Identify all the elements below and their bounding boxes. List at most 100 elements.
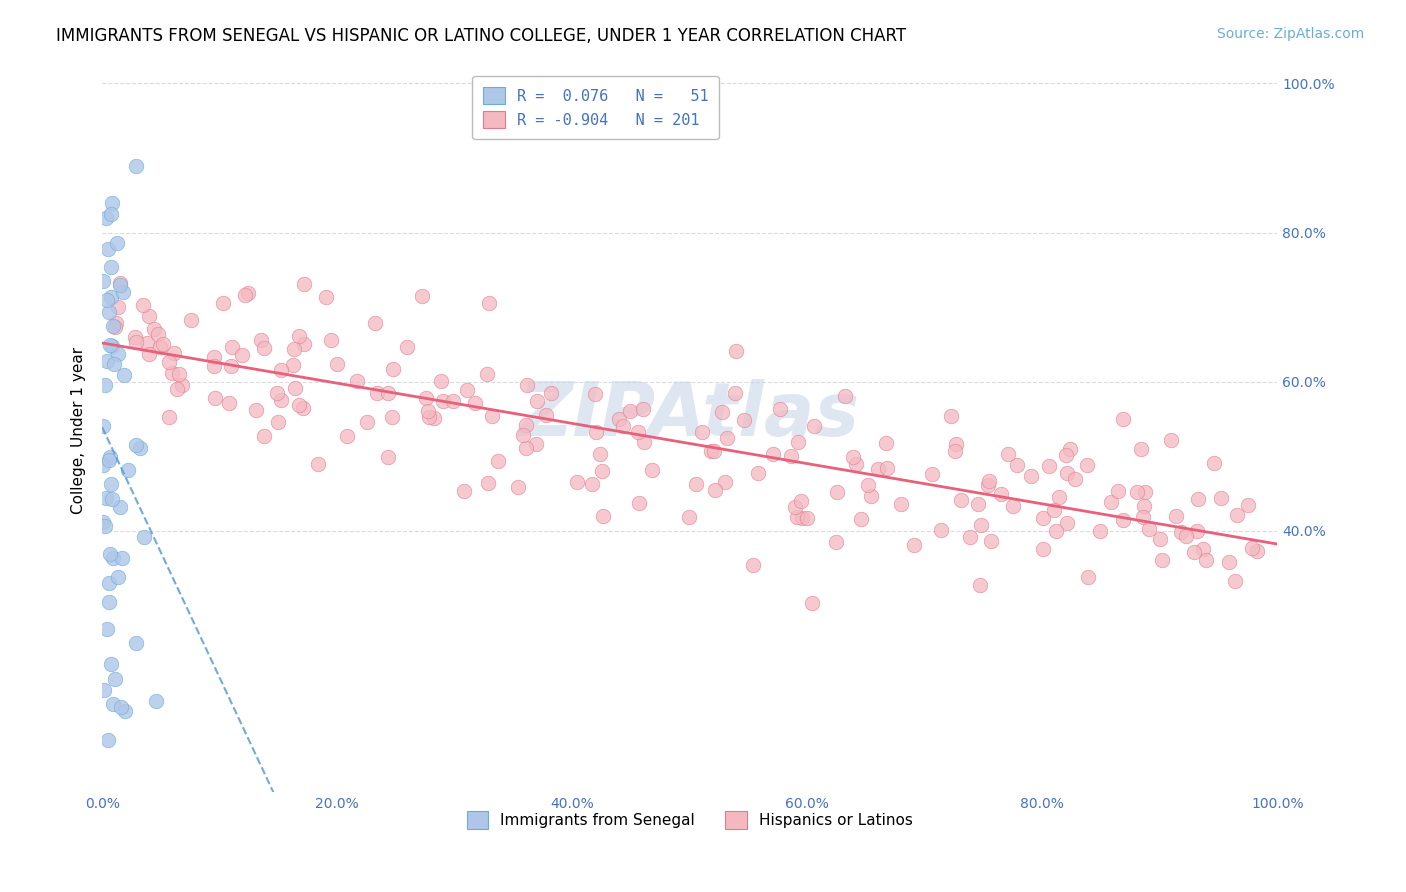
Point xyxy=(515,441,537,455)
Point xyxy=(486,454,509,468)
Point xyxy=(581,477,603,491)
Text: Source: ZipAtlas.com: Source: ZipAtlas.com xyxy=(1216,27,1364,41)
Point xyxy=(478,296,501,310)
Point xyxy=(1129,442,1152,457)
Point xyxy=(1223,574,1246,589)
Point xyxy=(1019,469,1042,483)
Point xyxy=(98,338,121,352)
Point xyxy=(1185,524,1208,539)
Point xyxy=(1218,555,1240,569)
Point xyxy=(292,277,315,291)
Point xyxy=(685,476,707,491)
Point xyxy=(267,415,290,429)
Point xyxy=(825,484,848,499)
Point xyxy=(105,317,128,331)
Point xyxy=(534,409,557,423)
Point xyxy=(250,333,273,347)
Point xyxy=(235,288,257,302)
Point xyxy=(336,429,359,443)
Point xyxy=(786,509,808,524)
Point xyxy=(849,512,872,526)
Point xyxy=(713,475,735,490)
Point xyxy=(845,457,868,471)
Point xyxy=(1088,524,1111,538)
Point xyxy=(787,435,810,450)
Point xyxy=(134,530,156,544)
Point xyxy=(96,293,118,308)
Point xyxy=(1054,449,1077,463)
Point xyxy=(481,409,503,424)
Point xyxy=(101,551,124,566)
Point xyxy=(423,411,446,425)
Point xyxy=(307,457,329,471)
Point xyxy=(110,276,132,290)
Point xyxy=(1047,490,1070,504)
Point xyxy=(1005,458,1028,472)
Point xyxy=(381,409,404,424)
Point xyxy=(382,361,405,376)
Point xyxy=(292,336,315,351)
Point xyxy=(939,409,962,424)
Point xyxy=(441,393,464,408)
Point xyxy=(627,495,650,509)
Point xyxy=(117,463,139,477)
Point xyxy=(94,519,117,533)
Point xyxy=(97,595,120,609)
Point xyxy=(733,412,755,426)
Point xyxy=(588,447,610,461)
Point xyxy=(170,378,193,392)
Point xyxy=(418,410,440,425)
Point xyxy=(612,418,634,433)
Point xyxy=(103,357,125,371)
Point xyxy=(93,458,115,473)
Point xyxy=(540,386,562,401)
Point xyxy=(1077,570,1099,584)
Point xyxy=(977,478,1000,492)
Point xyxy=(136,336,159,351)
Point xyxy=(1064,472,1087,486)
Point xyxy=(585,425,607,439)
Point xyxy=(432,394,454,409)
Point xyxy=(1059,442,1081,456)
Point xyxy=(1237,498,1260,512)
Point xyxy=(219,359,242,374)
Point xyxy=(943,444,966,458)
Point xyxy=(107,347,129,361)
Point xyxy=(903,538,925,552)
Point xyxy=(415,391,437,405)
Point xyxy=(619,404,641,418)
Point xyxy=(93,682,115,697)
Point xyxy=(747,466,769,480)
Point xyxy=(163,345,186,359)
Point xyxy=(796,511,818,525)
Text: IMMIGRANTS FROM SENEGAL VS HISPANIC OR LATINO COLLEGE, UNDER 1 YEAR CORRELATION : IMMIGRANTS FROM SENEGAL VS HISPANIC OR L… xyxy=(56,27,907,45)
Point xyxy=(125,160,148,174)
Point xyxy=(218,395,240,409)
Point xyxy=(202,359,225,374)
Point xyxy=(111,550,134,565)
Point xyxy=(792,511,814,525)
Point xyxy=(631,402,654,417)
Point xyxy=(1112,512,1135,526)
Point xyxy=(710,404,733,418)
Point xyxy=(704,483,727,497)
Point xyxy=(641,463,664,477)
Point xyxy=(96,622,118,636)
Point xyxy=(762,447,785,461)
Point xyxy=(366,386,388,401)
Point xyxy=(1174,529,1197,543)
Point xyxy=(107,300,129,314)
Point xyxy=(515,417,537,432)
Point xyxy=(780,449,803,463)
Point xyxy=(785,500,807,514)
Point xyxy=(101,697,124,711)
Point xyxy=(138,347,160,361)
Point xyxy=(929,523,952,537)
Point xyxy=(1160,433,1182,447)
Point xyxy=(1226,508,1249,523)
Point xyxy=(1132,509,1154,524)
Point xyxy=(101,339,124,353)
Point xyxy=(98,576,121,591)
Point xyxy=(1241,541,1264,555)
Point xyxy=(356,415,378,429)
